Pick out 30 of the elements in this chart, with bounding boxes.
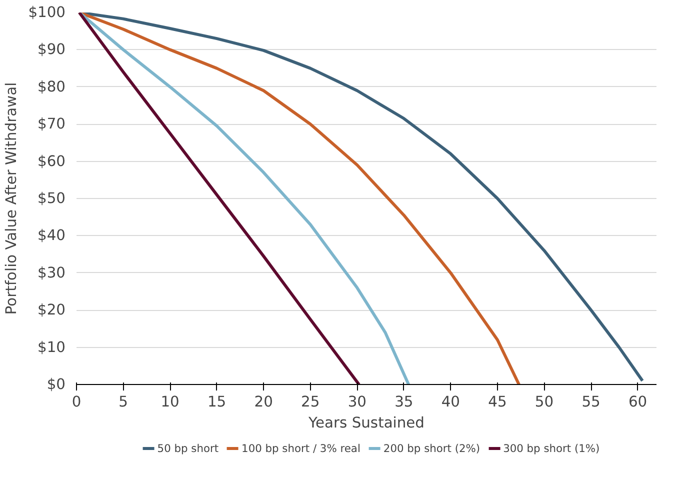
y-tick-label: $80 [38, 78, 66, 96]
x-tick-label: 10 [160, 394, 180, 410]
y-tick-label: $40 [38, 227, 66, 244]
y-tick-label: $50 [38, 190, 66, 207]
y-axis-title: Portfolio Value After Withdrawal [3, 82, 20, 315]
y-tick-label: $10 [38, 338, 66, 356]
legend-label: 300 bp short (1%) [503, 442, 600, 454]
x-tick-label: 55 [582, 394, 600, 410]
x-tick-label: 30 [348, 394, 366, 410]
x-tick-label: 60 [628, 394, 648, 410]
x-tick-label: 0 [72, 394, 82, 410]
x-tick-label: 45 [488, 394, 507, 410]
x-axis-title: Years Sustained [308, 414, 424, 432]
x-tick-label: 25 [301, 394, 320, 410]
y-tick-label: $20 [38, 302, 66, 319]
x-tick-label: 35 [394, 394, 414, 410]
y-tick-label: $100 [28, 4, 66, 21]
x-tick-label: 20 [254, 394, 273, 410]
legend-label: 100 bp short / 3% real [242, 442, 360, 454]
y-tick-label: $60 [38, 152, 66, 170]
x-tick-label: 40 [441, 394, 460, 410]
y-tick-label: $90 [38, 41, 66, 58]
x-tick-label: 50 [534, 394, 554, 410]
x-tick-label: 5 [118, 394, 128, 410]
y-tick-label: $70 [38, 116, 66, 133]
legend-label: 50 bp short [157, 442, 219, 454]
y-tick-label: $0 [46, 376, 66, 393]
x-tick-label: 15 [208, 394, 226, 410]
legend-label: 200 bp short (2%) [383, 442, 480, 454]
y-tick-label: $30 [38, 264, 66, 282]
